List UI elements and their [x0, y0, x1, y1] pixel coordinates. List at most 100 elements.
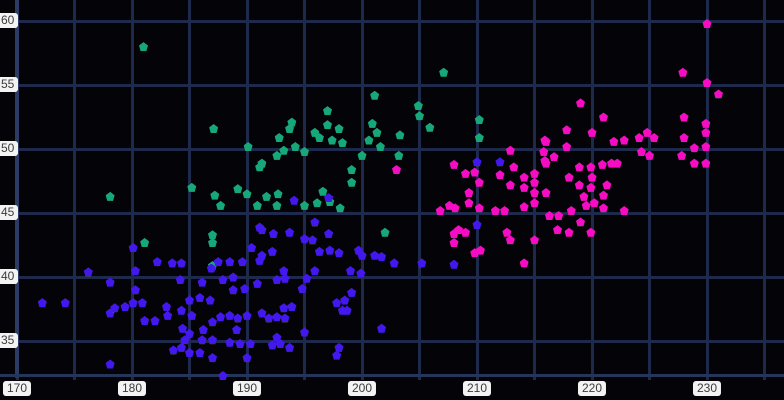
scatter-point-cluster-magenta: [474, 203, 484, 213]
scatter-point-cluster-magenta: [587, 172, 597, 182]
scatter-point-cluster-magenta: [566, 205, 576, 215]
gridline-horizontal: [12, 211, 784, 215]
scatter-point-cluster-magenta: [564, 172, 574, 182]
scatter-point-cluster-magenta: [576, 98, 585, 108]
gridline-vertical: [705, 0, 709, 380]
scatter-point-cluster-blue: [242, 353, 252, 363]
scatter-point-cluster-blue: [314, 246, 324, 256]
scatter-point-cluster-blue: [213, 257, 223, 267]
scatter-point-cluster-blue: [279, 266, 289, 276]
scatter-point-cluster-green: [375, 141, 385, 151]
scatter-point-cluster-magenta: [564, 227, 574, 237]
scatter-point-cluster-magenta: [449, 159, 459, 169]
scatter-point-cluster-blue: [267, 340, 277, 350]
scatter-point-cluster-green: [243, 141, 253, 151]
scatter-point-cluster-blue: [347, 287, 357, 297]
x-tick-label: 190: [232, 381, 262, 396]
scatter-point-cluster-magenta: [530, 198, 539, 208]
scatter-point-cluster-blue: [356, 268, 366, 278]
scatter-point-cluster-blue: [167, 258, 177, 268]
scatter-point-cluster-magenta: [461, 227, 470, 237]
scatter-point-cluster-magenta: [530, 177, 539, 187]
scatter-point-cluster-blue: [285, 227, 295, 237]
scatter-point-cluster-blue: [472, 220, 482, 230]
scatter-point-cluster-magenta: [586, 182, 596, 192]
scatter-point-cluster-blue: [208, 335, 217, 345]
scatter-point-cluster-magenta: [689, 158, 699, 168]
scatter-point-cluster-magenta: [530, 235, 539, 245]
scatter-point-cluster-blue: [37, 298, 47, 308]
scatter-point-cluster-green: [323, 106, 332, 116]
scatter-point-cluster-green: [274, 132, 284, 142]
scatter-point-cluster-blue: [279, 303, 289, 313]
scatter-point-cluster-green: [262, 191, 272, 201]
scatter-point-cluster-magenta: [449, 228, 459, 238]
scatter-point-cluster-blue: [370, 250, 380, 260]
scatter-point-cluster-blue: [310, 266, 320, 276]
scatter-point-cluster-green: [347, 164, 357, 174]
scatter-point-cluster-blue: [272, 312, 282, 322]
scatter-point-cluster-blue: [197, 277, 207, 287]
scatter-point-cluster-blue: [272, 332, 282, 342]
scatter-point-cluster-green: [357, 150, 367, 160]
scatter-point-cluster-magenta: [599, 112, 608, 122]
scatter-point-cluster-green: [285, 124, 295, 134]
scatter-point-cluster-blue: [267, 246, 277, 256]
scatter-point-cluster-magenta: [541, 158, 551, 168]
scatter-point-cluster-magenta: [702, 77, 712, 87]
scatter-point-cluster-blue: [185, 348, 194, 358]
scatter-point-cluster-blue: [105, 308, 115, 318]
scatter-point-cluster-magenta: [549, 152, 559, 162]
scatter-point-cluster-green: [300, 147, 309, 157]
scatter-point-cluster-green: [252, 200, 262, 210]
scatter-point-cluster-green: [279, 145, 289, 155]
scatter-point-cluster-blue: [324, 193, 334, 203]
scatter-point-cluster-blue: [275, 339, 285, 349]
scatter-point-cluster-magenta: [581, 200, 591, 210]
scatter-point-cluster-blue: [185, 328, 194, 338]
scatter-point-cluster-green: [347, 177, 357, 187]
scatter-point-cluster-magenta: [435, 205, 445, 215]
scatter-point-cluster-magenta: [505, 235, 515, 245]
scatter-point-cluster-blue: [377, 323, 387, 333]
scatter-point-cluster-magenta: [589, 198, 599, 208]
scatter-point-cluster-blue: [240, 284, 250, 294]
scatter-point-cluster-blue: [245, 339, 255, 349]
scatter-point-cluster-green: [310, 127, 320, 137]
scatter-point-cluster-magenta: [544, 211, 554, 221]
scatter-point-cluster-magenta: [649, 132, 659, 142]
scatter-point-cluster-green: [474, 132, 484, 142]
scatter-point-cluster-blue: [257, 225, 267, 235]
scatter-point-cluster-magenta: [539, 147, 549, 157]
scatter-point-cluster-blue: [218, 275, 228, 285]
scatter-point-cluster-blue: [280, 273, 290, 283]
scatter-point-cluster-blue: [130, 266, 140, 276]
scatter-point-cluster-magenta: [449, 237, 459, 247]
scatter-point-cluster-green: [323, 120, 332, 130]
scatter-point-cluster-green: [209, 124, 219, 134]
scatter-point-cluster-green: [272, 150, 282, 160]
scatter-point-cluster-blue: [324, 228, 334, 238]
scatter-point-cluster-magenta: [701, 118, 711, 128]
scatter-point-cluster-magenta: [612, 158, 622, 168]
scatter-point-cluster-blue: [128, 298, 138, 308]
scatter-point-cluster-blue: [377, 252, 387, 262]
scatter-point-cluster-blue: [208, 353, 217, 363]
scatter-point-cluster-magenta: [553, 225, 562, 235]
y-tick-label: 55: [0, 77, 19, 92]
scatter-point-cluster-blue: [205, 295, 215, 305]
scatter-point-cluster-magenta: [586, 227, 596, 237]
scatter-point-cluster-blue: [297, 284, 307, 294]
y-tick-label: 40: [0, 269, 19, 284]
scatter-point-cluster-magenta: [464, 198, 474, 208]
scatter-point-cluster-green: [233, 184, 243, 194]
scatter-point-cluster-magenta: [679, 112, 689, 122]
scatter-point-cluster-green: [367, 118, 377, 128]
scatter-point-cluster-blue: [232, 324, 242, 334]
scatter-point-cluster-blue: [334, 248, 344, 258]
scatter-point-cluster-magenta: [587, 127, 597, 137]
scatter-point-cluster-magenta: [530, 168, 539, 178]
scatter-point-cluster-green: [287, 117, 297, 127]
gridline-vertical: [73, 0, 76, 380]
y-axis-spine: [15, 0, 19, 378]
